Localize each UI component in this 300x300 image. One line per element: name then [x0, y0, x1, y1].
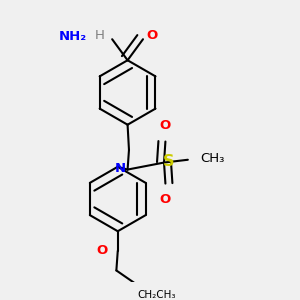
Text: H: H: [94, 28, 104, 41]
Text: O: O: [160, 194, 171, 206]
Text: NH₂: NH₂: [59, 30, 87, 43]
Text: N: N: [115, 162, 126, 175]
Text: CH₂CH₃: CH₂CH₃: [137, 290, 176, 300]
Text: S: S: [163, 154, 174, 169]
Text: O: O: [146, 29, 158, 42]
Text: CH₃: CH₃: [200, 152, 225, 165]
Text: O: O: [97, 244, 108, 257]
Text: O: O: [160, 119, 171, 132]
